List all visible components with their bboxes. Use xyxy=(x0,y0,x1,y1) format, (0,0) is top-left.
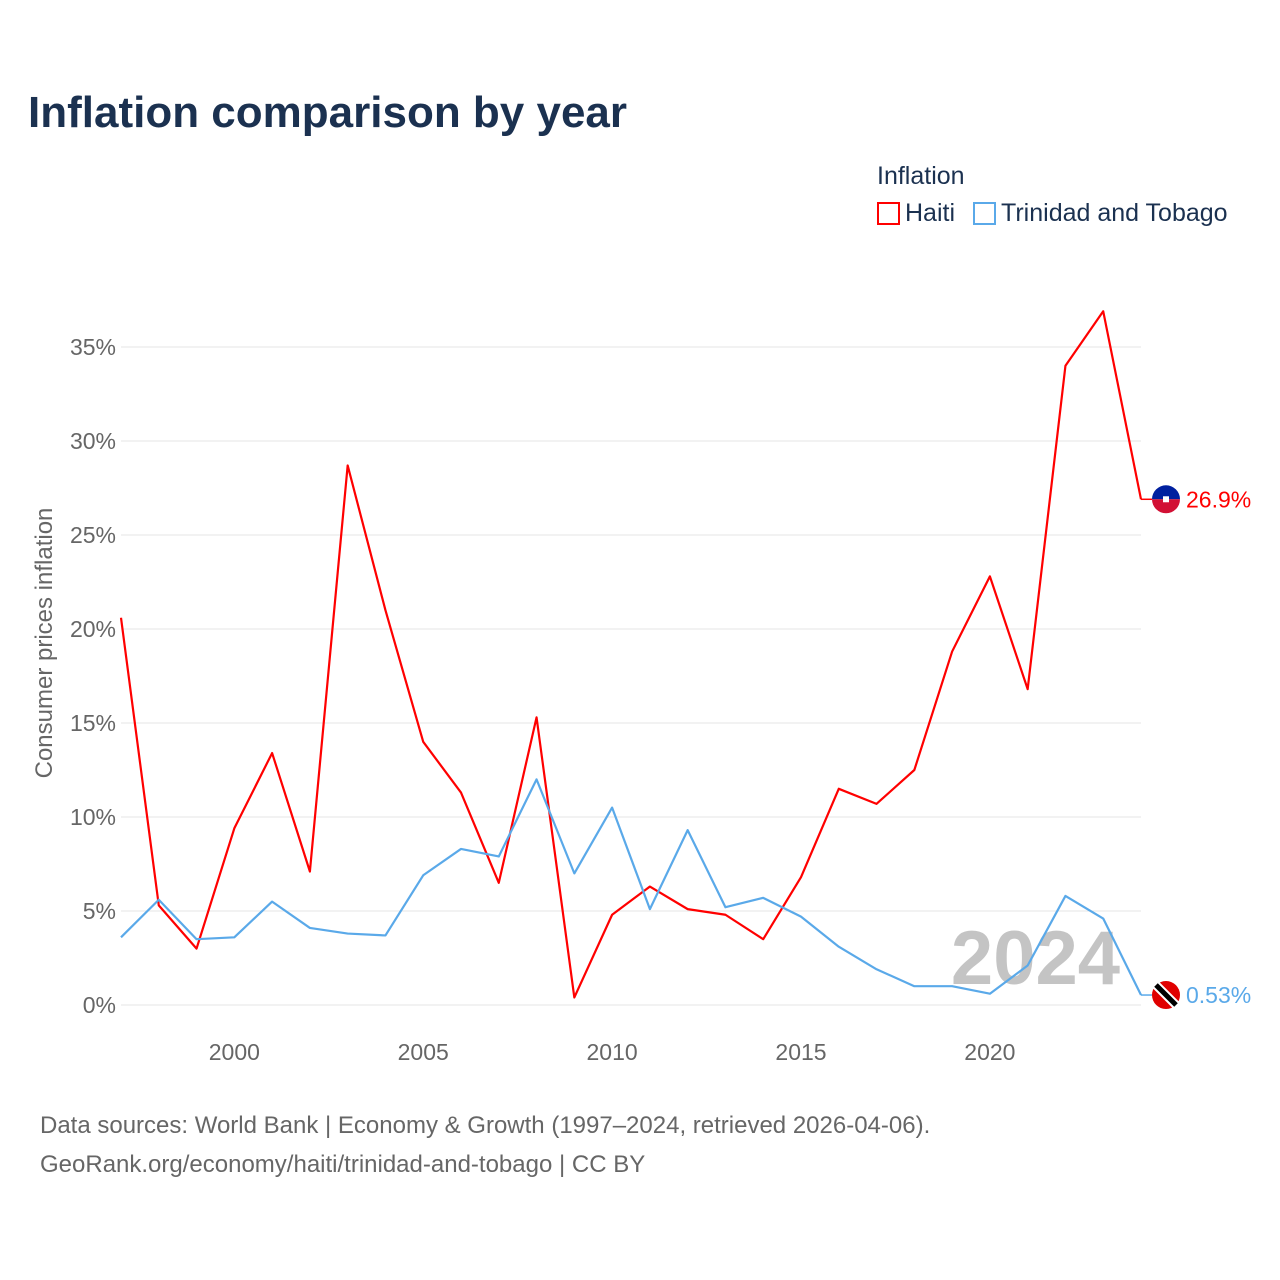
legend-swatch-trinidad-and-tobago xyxy=(973,202,997,225)
data-point-haiti xyxy=(535,715,539,719)
x-tick-label: 2015 xyxy=(775,1039,826,1065)
y-tick-label: 10% xyxy=(70,804,116,830)
data-point-trinidad-and-tobago xyxy=(421,873,425,877)
data-point-trinidad-and-tobago xyxy=(610,806,614,810)
haiti-flag-icon xyxy=(1152,485,1181,500)
data-point-trinidad-and-tobago xyxy=(950,984,954,988)
data-point-haiti xyxy=(988,574,992,578)
data-point-trinidad-and-tobago xyxy=(383,933,387,937)
data-point-haiti xyxy=(421,740,425,744)
data-point-haiti xyxy=(837,787,841,791)
data-point-haiti xyxy=(1101,309,1105,313)
data-point-trinidad-and-tobago xyxy=(535,777,539,781)
legend-swatch-haiti xyxy=(877,202,900,225)
data-point-trinidad-and-tobago xyxy=(459,847,463,851)
source-line-1: Data sources: World Bank | Economy & Gro… xyxy=(40,1112,931,1139)
trinidad-and-tobago-flag-icon xyxy=(1154,983,1178,1007)
data-point-haiti xyxy=(875,802,879,806)
data-point-haiti xyxy=(572,995,576,999)
x-tick-label: 2010 xyxy=(587,1039,638,1065)
series-line-trinidad-and-tobago xyxy=(120,778,1142,996)
data-point-trinidad-and-tobago xyxy=(837,945,841,949)
data-point-haiti xyxy=(459,791,463,795)
data-point-trinidad-and-tobago xyxy=(799,915,803,919)
data-point-haiti xyxy=(723,913,727,917)
data-point-trinidad-and-tobago xyxy=(119,935,123,939)
data-point-trinidad-and-tobago xyxy=(308,926,312,930)
data-point-trinidad-and-tobago xyxy=(648,907,652,911)
y-axis-label: Consumer prices inflation xyxy=(31,508,58,779)
data-point-haiti xyxy=(119,616,123,620)
data-point-haiti xyxy=(308,870,312,874)
data-point-trinidad-and-tobago xyxy=(988,992,992,996)
data-point-haiti xyxy=(686,907,690,911)
data-point-trinidad-and-tobago xyxy=(912,984,916,988)
source-note: Data sources: World Bank | Economy & Gro… xyxy=(40,1106,930,1184)
y-tick-label: 15% xyxy=(70,710,116,736)
data-point-trinidad-and-tobago xyxy=(686,828,690,832)
data-point-haiti xyxy=(950,650,954,654)
haiti-flag-emblem-icon xyxy=(1163,496,1169,503)
y-tick-label: 25% xyxy=(70,522,116,548)
x-tick-label: 2000 xyxy=(209,1039,260,1065)
year-annotation: 2024 xyxy=(951,916,1120,1001)
data-point-haiti xyxy=(157,903,161,907)
y-tick-label: 35% xyxy=(70,334,116,360)
legend-label-haiti: Haiti xyxy=(905,199,956,227)
data-point-haiti xyxy=(799,875,803,879)
legend-label-trinidad-and-tobago: Trinidad and Tobago xyxy=(1001,199,1228,227)
legend-title: Inflation xyxy=(877,162,965,190)
x-tick-label: 2020 xyxy=(964,1039,1015,1065)
data-point-trinidad-and-tobago xyxy=(572,871,576,875)
data-point-haiti xyxy=(195,947,199,951)
y-tick-label: 30% xyxy=(70,428,116,454)
x-tick-label: 2005 xyxy=(398,1039,449,1065)
y-tick-label: 5% xyxy=(83,898,116,924)
data-point-haiti xyxy=(1063,364,1067,368)
data-point-trinidad-and-tobago xyxy=(761,896,765,900)
legend-item-trinidad-and-tobago[interactable]: Trinidad and Tobago xyxy=(973,199,1228,228)
data-point-haiti xyxy=(648,885,652,889)
series-line-haiti xyxy=(119,310,1143,999)
data-point-trinidad-and-tobago xyxy=(1063,894,1067,898)
end-label-haiti: 26.9% xyxy=(1186,486,1251,512)
legend: Inflation Haiti Trinidad and Tobago xyxy=(877,162,1228,228)
data-point-trinidad-and-tobago xyxy=(497,854,501,858)
legend-item-haiti[interactable]: Haiti xyxy=(877,199,955,228)
data-point-haiti xyxy=(912,768,916,772)
data-point-trinidad-and-tobago xyxy=(195,937,199,941)
data-point-trinidad-and-tobago xyxy=(1026,964,1030,968)
data-point-trinidad-and-tobago xyxy=(346,932,350,936)
data-point-trinidad-and-tobago xyxy=(157,898,161,902)
y-tick-label: 0% xyxy=(83,992,116,1018)
data-point-trinidad-and-tobago xyxy=(232,935,236,939)
data-point-haiti xyxy=(346,463,350,467)
data-point-haiti xyxy=(761,937,765,941)
y-tick-label: 20% xyxy=(70,616,116,642)
chart-title: Inflation comparison by year xyxy=(28,88,628,137)
data-point-trinidad-and-tobago xyxy=(723,905,727,909)
data-point-haiti xyxy=(383,608,387,612)
data-point-trinidad-and-tobago xyxy=(1101,917,1105,921)
data-point-haiti xyxy=(270,751,274,755)
data-point-haiti xyxy=(610,913,614,917)
data-point-haiti xyxy=(497,881,501,885)
data-point-haiti xyxy=(1026,687,1030,691)
data-point-haiti xyxy=(232,826,236,830)
source-line-2[interactable]: GeoRank.org/economy/haiti/trinidad-and-t… xyxy=(40,1151,646,1178)
haiti-flag-icon xyxy=(1152,499,1181,514)
data-point-trinidad-and-tobago xyxy=(270,900,274,904)
data-point-trinidad-and-tobago xyxy=(875,967,879,971)
end-label-trinidad-and-tobago: 0.53% xyxy=(1186,982,1251,1008)
